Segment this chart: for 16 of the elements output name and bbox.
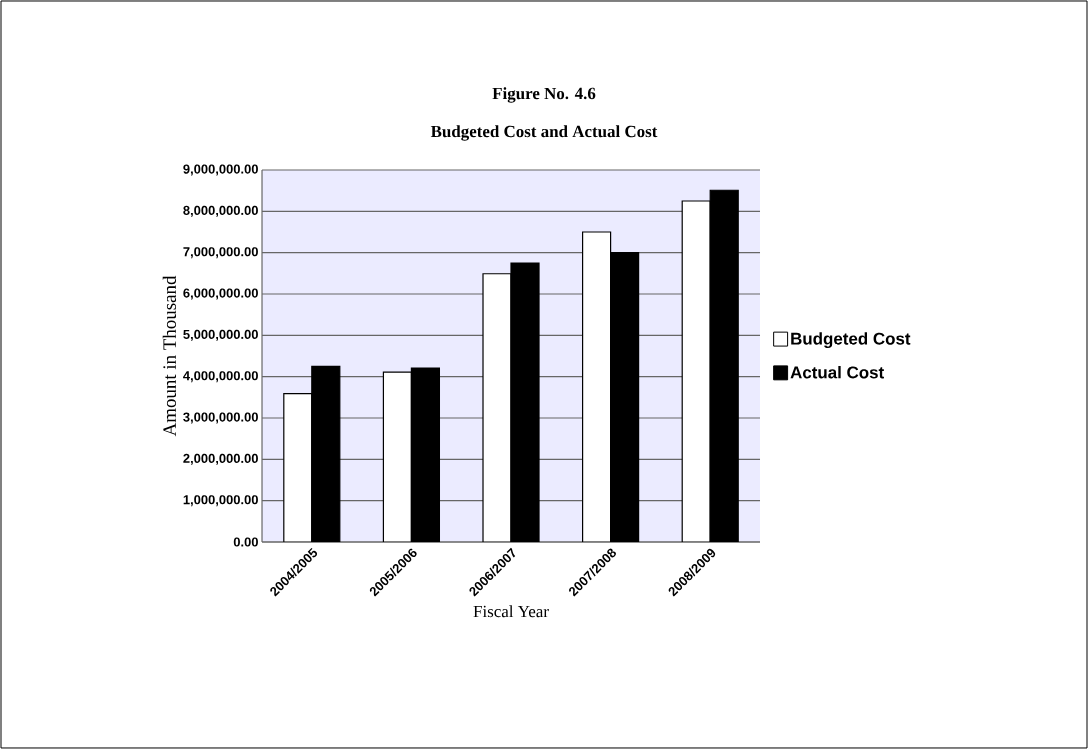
chart-title: Figure No. 4.6 (492, 87, 596, 103)
y-tick-label: 7,000,000.00 (183, 247, 258, 259)
y-tick-label: 2,000,000.00 (183, 453, 258, 465)
legend-label: Actual Cost (790, 365, 884, 379)
chart-subtitle: Budgeted Cost and Actual Cost (430, 125, 658, 141)
y-tick-label: 5,000,000.00 (183, 329, 258, 341)
y-tick-label: 8,000,000.00 (183, 205, 258, 217)
y-tick-label: 1,000,000.00 (183, 495, 258, 507)
legend-label: Budgeted Cost (791, 332, 911, 349)
y-tick-label: 3,000,000.00 (183, 412, 258, 424)
x-axis-title: Fiscal Year (473, 605, 549, 618)
y-tick-label: 9,000,000.00 (183, 164, 258, 176)
y-tick-label: 4,000,000.00 (183, 371, 258, 383)
y-tick-label: 6,000,000.00 (183, 288, 258, 300)
y-axis-title: Amount in Thousand (162, 275, 177, 437)
y-tick-label: 0.00 (233, 537, 258, 547)
